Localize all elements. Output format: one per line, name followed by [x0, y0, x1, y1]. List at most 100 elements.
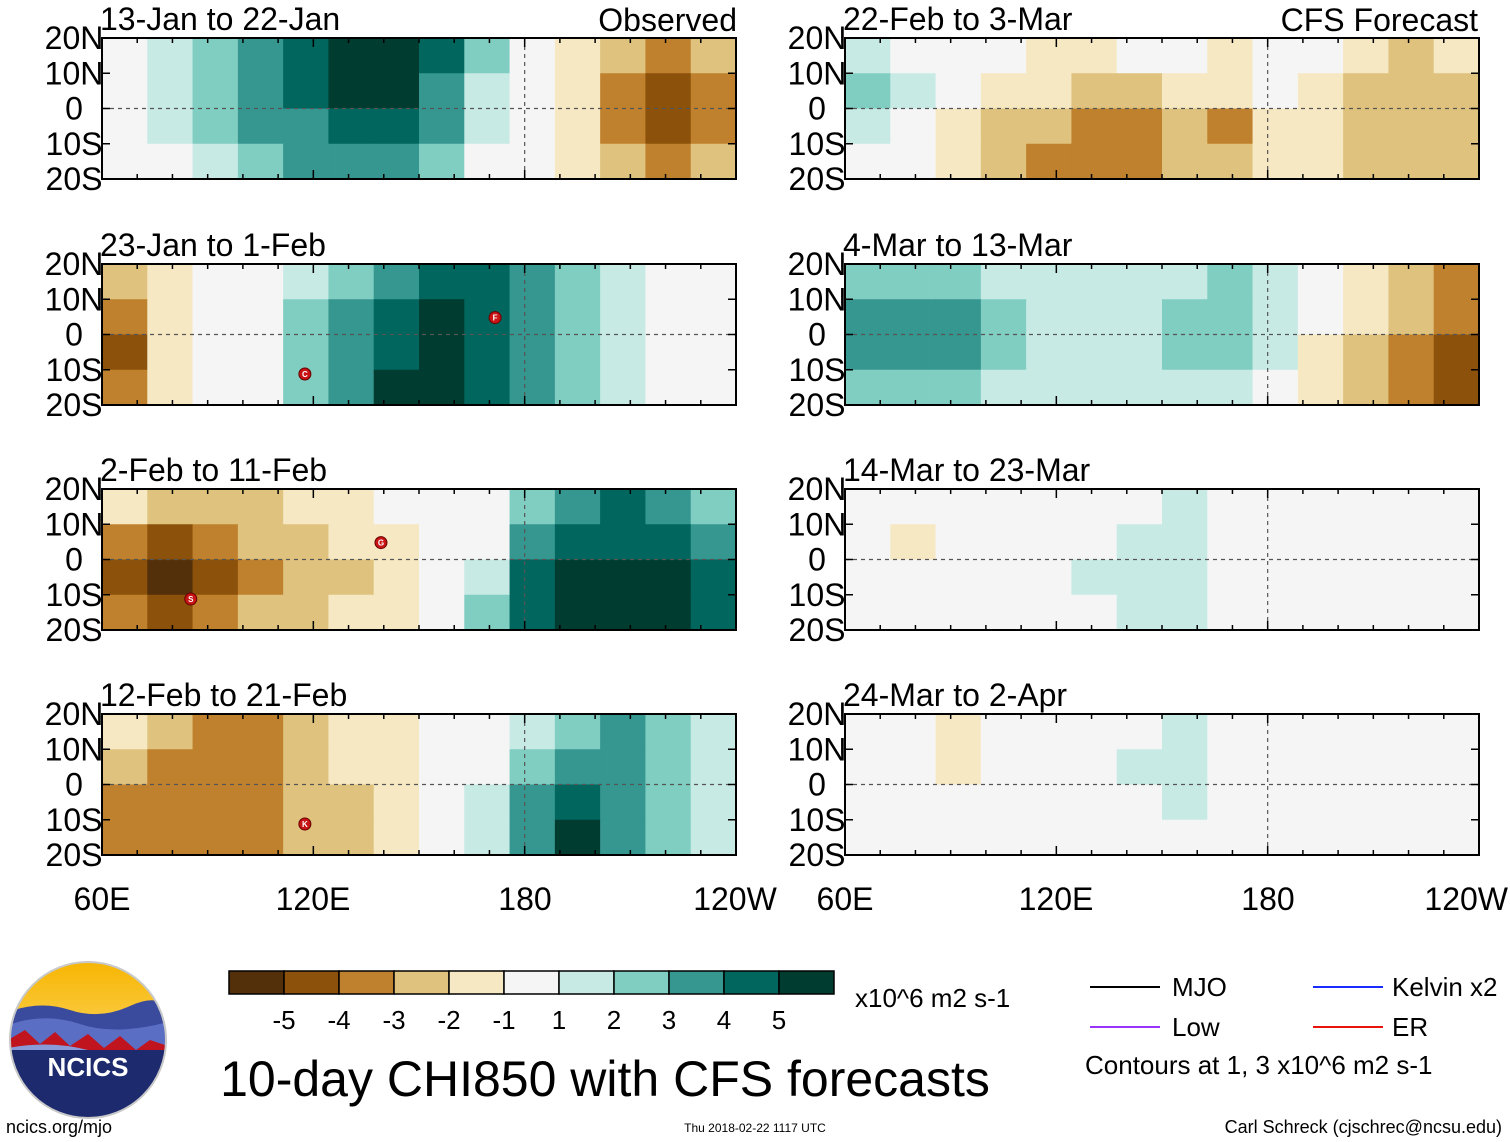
- heatmap-cell: [1207, 143, 1254, 180]
- y-tick-label: 10S: [46, 802, 103, 838]
- colorbar-label: 5: [772, 1005, 786, 1035]
- panel-title: 23-Jan to 1-Feb: [100, 227, 326, 263]
- heatmap-cell: [283, 524, 330, 561]
- heatmap-cell: [1388, 749, 1435, 786]
- heatmap-cell: [1207, 334, 1254, 371]
- heatmap-cell: [1207, 489, 1254, 525]
- heatmap-cell: [1343, 524, 1390, 561]
- heatmap-cell: [645, 73, 692, 110]
- timestamp: Thu 2018-02-22 1117 UTC: [684, 1121, 826, 1135]
- heatmap-cell: [1071, 38, 1118, 74]
- colorbar-box: [558, 970, 615, 995]
- heatmap-cell: [102, 559, 148, 596]
- heatmap-cell: [1343, 73, 1390, 110]
- heatmap-cell: [1207, 784, 1254, 821]
- heatmap-cell: [1071, 559, 1118, 596]
- heatmap-cell: [600, 334, 647, 371]
- heatmap-cell: [845, 524, 891, 561]
- heatmap-cell: [600, 108, 647, 145]
- heatmap-cell: [419, 819, 465, 856]
- contour-legend: MJO Kelvin x2 Low ER Contours at 1, 3 x1…: [1085, 972, 1498, 1080]
- heatmap-cell: [1207, 819, 1254, 856]
- heatmap-cell: [237, 73, 284, 110]
- heatmap-cell: [935, 73, 982, 110]
- heatmap-cell: [600, 369, 647, 406]
- heatmap-cell: [1433, 819, 1480, 856]
- heatmap-cell: [690, 334, 737, 371]
- heatmap-cell: [1433, 594, 1480, 631]
- site-link[interactable]: ncics.org/mjo: [6, 1117, 112, 1137]
- heatmap-cell: [1252, 299, 1299, 336]
- heatmap-cell: [1162, 264, 1208, 300]
- heatmap-cell: [935, 299, 982, 336]
- heatmap-cell: [464, 784, 511, 821]
- heatmap-cell: [600, 594, 647, 631]
- heatmap-cell: [980, 749, 1027, 786]
- heatmap-cell: [464, 264, 511, 300]
- panel-title: 13-Jan to 22-Jan: [100, 1, 340, 37]
- heatmap-cell: [1162, 559, 1208, 596]
- panel-title: 12-Feb to 21-Feb: [100, 677, 347, 713]
- heatmap-cell: [890, 38, 937, 74]
- y-tick-label: 10N: [45, 281, 104, 317]
- colorbar-box: [668, 970, 725, 995]
- y-tick-label: 10S: [46, 577, 103, 613]
- heatmap-cell: [645, 784, 692, 821]
- heatmap-cell: [192, 264, 239, 300]
- heatmap-cell: [419, 108, 465, 145]
- heatmap-cell: [147, 38, 194, 74]
- heatmap-cell: [645, 299, 692, 336]
- heatmap-cell: [192, 559, 239, 596]
- y-tick-label: 20S: [789, 837, 846, 873]
- heatmap-cell: [1026, 38, 1073, 74]
- heatmap-cell: [1162, 819, 1208, 856]
- heatmap-cell: [147, 819, 194, 856]
- colorbar-units: x10^6 m2 s-1: [855, 983, 1010, 1013]
- svg-text:F: F: [493, 314, 498, 323]
- heatmap-cell: [283, 714, 330, 750]
- x-tick-label: 120E: [276, 881, 351, 917]
- heatmap-cell: [419, 38, 465, 74]
- heatmap-cell: [1343, 108, 1390, 145]
- heatmap-cell: [1162, 369, 1208, 406]
- heatmap-cell: [192, 299, 239, 336]
- heatmap-cell: [464, 73, 511, 110]
- heatmap-cell: [237, 524, 284, 561]
- heatmap-cell: [509, 334, 556, 371]
- heatmap-cell: [1026, 524, 1073, 561]
- heatmap-cell: [1433, 749, 1480, 786]
- heatmap-cell: [237, 819, 284, 856]
- heatmap-cell: [845, 143, 891, 180]
- author-credit: Carl Schreck (cjschrec@ncsu.edu): [1225, 1117, 1502, 1137]
- heatmap-cell: [890, 108, 937, 145]
- heatmap-cell: [1388, 594, 1435, 631]
- colorbar-label: 2: [607, 1005, 621, 1035]
- heatmap-cell: [373, 334, 420, 371]
- heatmap-cell: [419, 369, 465, 406]
- heatmap-cell: [690, 819, 737, 856]
- heatmap-cell: [509, 714, 556, 750]
- tropical-cyclone-marker: F: [488, 311, 502, 325]
- heatmap-cell: [690, 143, 737, 180]
- heatmap-cell: [1026, 489, 1073, 525]
- heatmap-cell: [890, 524, 937, 561]
- heatmap-cell: [373, 108, 420, 145]
- heatmap-cell: [1071, 108, 1118, 145]
- heatmap-cell: [328, 559, 375, 596]
- panel-title: 14-Mar to 23-Mar: [843, 452, 1091, 488]
- colorbar-label: -5: [272, 1005, 295, 1035]
- svg-text:C: C: [302, 370, 308, 379]
- y-tick-label: 0: [808, 767, 826, 803]
- heatmap-cell: [102, 714, 148, 750]
- heatmap-cell: [935, 108, 982, 145]
- heatmap-cell: [1343, 749, 1390, 786]
- heatmap-cell: [980, 299, 1027, 336]
- x-axis-left: 60E 120E 180 120W: [74, 881, 778, 917]
- colorbar-label: -1: [492, 1005, 515, 1035]
- heatmap-cell: [419, 524, 465, 561]
- heatmap-cell: [1343, 299, 1390, 336]
- panel-title: 2-Feb to 11-Feb: [100, 452, 327, 488]
- heatmap-cell: [1071, 264, 1118, 300]
